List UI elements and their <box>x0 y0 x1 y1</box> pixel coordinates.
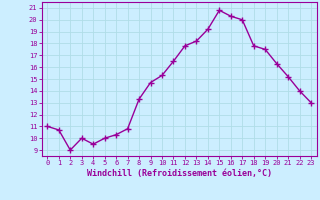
X-axis label: Windchill (Refroidissement éolien,°C): Windchill (Refroidissement éolien,°C) <box>87 169 272 178</box>
